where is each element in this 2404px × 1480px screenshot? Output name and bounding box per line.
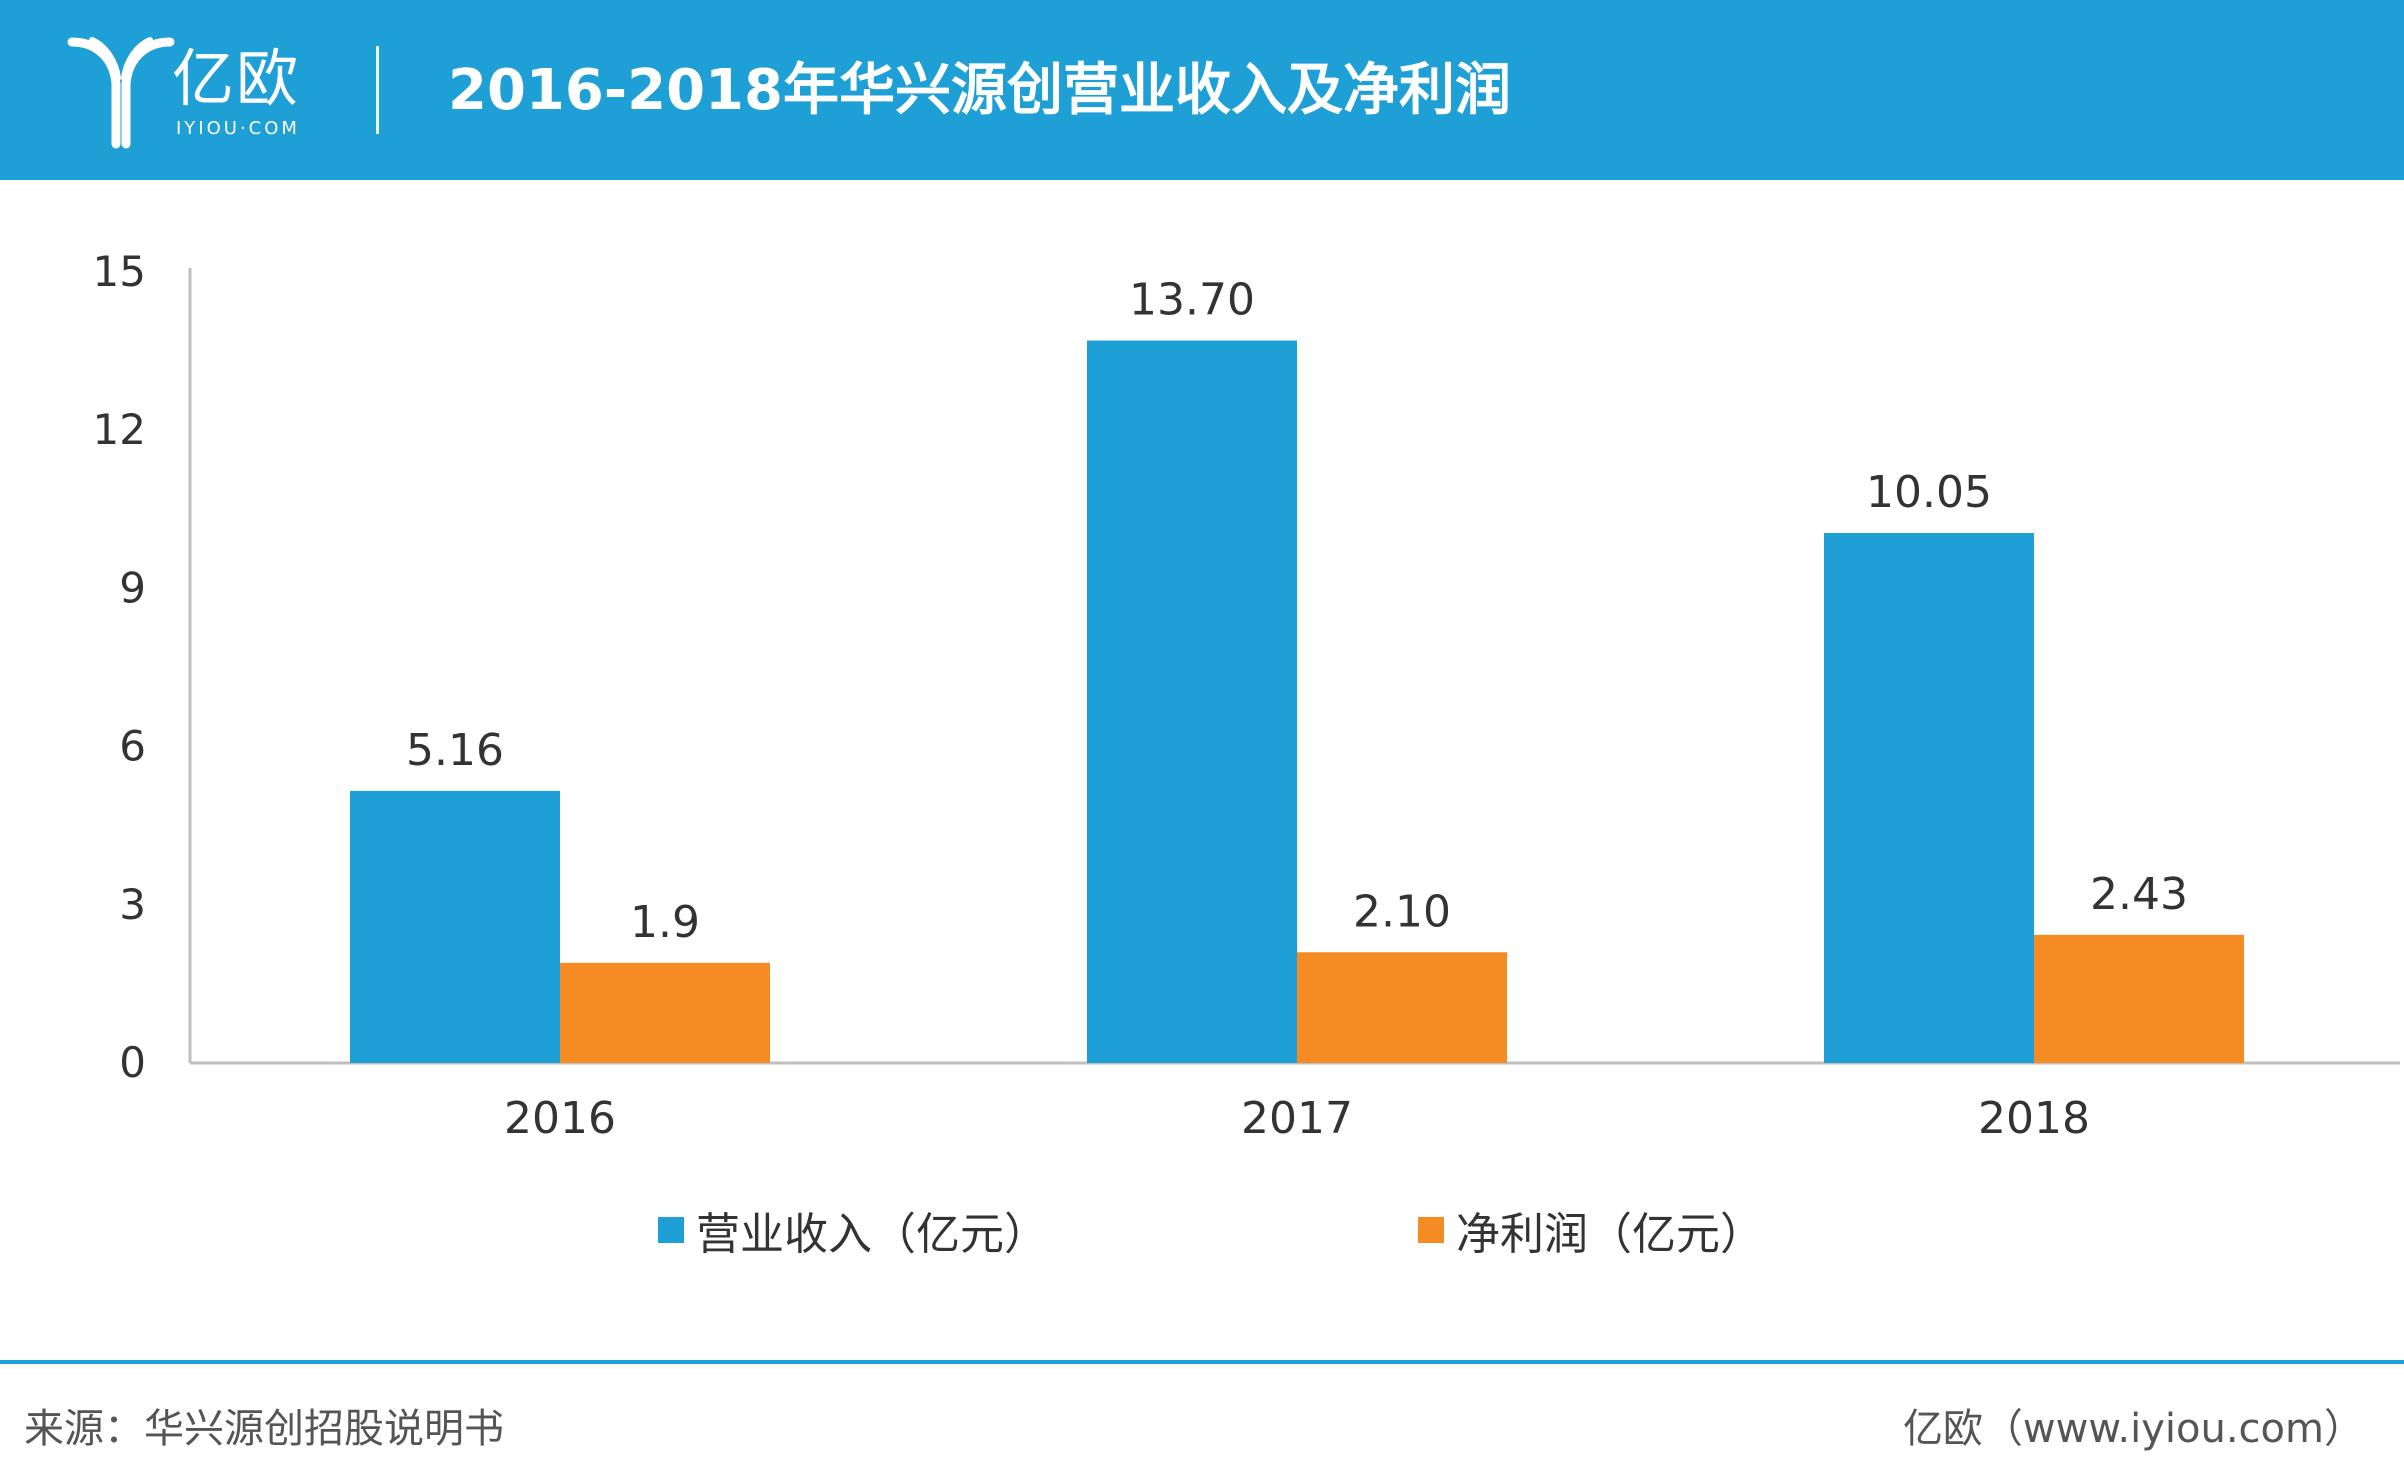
legend-item-revenue: 营业收入（亿元） xyxy=(658,1200,1048,1260)
y-tick-label: 0 xyxy=(119,1038,146,1087)
bar-profit-2017 xyxy=(1297,952,1507,1063)
y-tick-label: 9 xyxy=(119,563,146,612)
y-tick-label: 12 xyxy=(93,405,146,454)
legend-label-profit: 净利润（亿元） xyxy=(1456,1209,1764,1260)
chart-legend: 营业收入（亿元） 净利润（亿元） xyxy=(0,1200,2404,1260)
data-label-revenue-2017: 13.70 xyxy=(1129,275,1255,326)
bar-profit-2016 xyxy=(560,962,770,1063)
data-label-profit-2018: 2.43 xyxy=(2090,869,2188,920)
header-divider xyxy=(376,46,379,134)
bar-profit-2018 xyxy=(2034,934,2244,1063)
y-tick-label: 15 xyxy=(93,247,146,296)
legend-swatch-revenue xyxy=(658,1217,684,1243)
data-label-profit-2016: 1.9 xyxy=(630,897,700,948)
x-tick-label: 2016 xyxy=(504,1093,616,1144)
legend-swatch-profit xyxy=(1418,1217,1444,1243)
bar-revenue-2018 xyxy=(1824,533,2034,1063)
footer-divider xyxy=(0,1360,2404,1364)
page-title: 2016-2018年华兴源创营业收入及净利润 xyxy=(448,58,1511,123)
legend-item-profit: 净利润（亿元） xyxy=(1418,1200,1764,1260)
x-tick-label: 2018 xyxy=(1978,1093,2090,1144)
bar-revenue-2017 xyxy=(1087,340,1297,1063)
header-bar: 亿欧 IYIOU·COM 2016-2018年华兴源创营业收入及净利润 xyxy=(0,0,2404,180)
y-tick-label: 6 xyxy=(119,722,146,771)
site-credit: 亿欧（www.iyiou.com） xyxy=(1902,1406,2364,1452)
y-tick-label: 3 xyxy=(119,880,146,929)
data-label-revenue-2016: 5.16 xyxy=(406,725,504,776)
data-label-profit-2017: 2.10 xyxy=(1353,886,1451,937)
data-label-revenue-2018: 10.05 xyxy=(1866,467,1992,518)
iyiou-logo-icon xyxy=(67,37,175,149)
logo-text: 亿欧 xyxy=(172,42,301,115)
logo-subtext: IYIOU·COM xyxy=(176,118,300,139)
bar-revenue-2016 xyxy=(350,790,560,1063)
source-note: 来源：华兴源创招股说明书 xyxy=(24,1406,504,1452)
bar-chart: 0 3 6 9 12 15 5.16 1.9 2016 13.70 2.10 2017 10.05 2.4… xyxy=(93,247,2400,1144)
x-tick-label: 2017 xyxy=(1241,1093,1353,1144)
legend-label-revenue: 营业收入（亿元） xyxy=(696,1209,1048,1260)
